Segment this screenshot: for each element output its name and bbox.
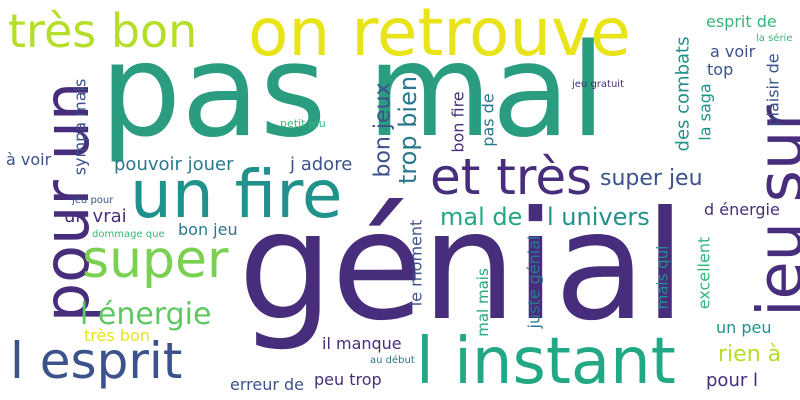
word-jeu-gratuit: jeu gratuit	[572, 79, 624, 90]
word-mal-de: mal de	[440, 203, 523, 231]
word-super-jeu: super jeu	[600, 166, 703, 191]
word-esprit-de: esprit de	[706, 12, 777, 31]
word-mal-mais: mal mais	[473, 268, 492, 337]
word-et-tres: et très	[430, 148, 593, 206]
word-super-large: super	[82, 230, 229, 290]
word-on-retrouve: on retrouve	[248, 0, 631, 71]
word-bon-fire: bon fire	[448, 91, 468, 153]
word-au-debut: au début	[370, 355, 415, 366]
word-l-univers: l univers	[547, 203, 650, 231]
word-bon-jeux: bon jeux	[370, 82, 396, 178]
word-l-instant: l instant	[416, 325, 676, 399]
word-il-manque: il manque	[322, 334, 402, 353]
word-top: top	[707, 60, 734, 79]
word-petit-jeu: petit jeu	[280, 117, 326, 130]
word-pouvoir-jouer: pouvoir jouer	[114, 154, 234, 175]
word-dommage-que: dommage que	[92, 229, 165, 240]
word-des-combats: des combats	[672, 36, 694, 152]
word-trop-bien: trop bien	[394, 75, 423, 185]
word-pas-mal: pas mal	[100, 17, 606, 166]
word-le-moment: le moment	[406, 219, 426, 307]
word-a-voir-right: a voir	[710, 42, 756, 61]
word-pour-l: pour l	[706, 370, 758, 391]
word-jeu-pour: jeu pour	[72, 195, 114, 206]
word-la-saga: la saga	[695, 83, 715, 141]
word-a-voir: à voir	[6, 150, 52, 169]
word-juste-genial: juste génial	[524, 235, 544, 329]
word-genial: génial	[238, 180, 686, 354]
word-l-energie: l énergie	[80, 297, 212, 332]
word-j-adore: j adore	[290, 154, 353, 175]
word-bon-jeu: bon jeu	[178, 220, 238, 239]
word-tres-bon-small: très bon	[84, 326, 150, 345]
word-un-fire: un fire	[130, 156, 343, 233]
word-un-vrai: un vrai	[64, 206, 127, 227]
word-d-energie: d énergie	[704, 200, 780, 219]
word-rien-a: rien à	[718, 342, 782, 367]
word-plaisir-de: plaisir de	[763, 53, 783, 127]
word-tres-bon-large: très bon	[8, 4, 198, 58]
word-excellent: excellent	[694, 236, 714, 310]
word-sympa-mais: sympa mais	[70, 78, 90, 176]
word-mais-qui: mais qui	[653, 245, 672, 310]
word-erreur-de: erreur de	[230, 375, 305, 394]
word-pas-de: pas de	[478, 93, 498, 147]
word-l-esprit: l esprit	[10, 332, 183, 390]
word-un-peu: un peu	[716, 318, 772, 337]
word-peu-trop: peu trop	[314, 370, 382, 389]
word-la-serie: la série	[756, 33, 793, 44]
